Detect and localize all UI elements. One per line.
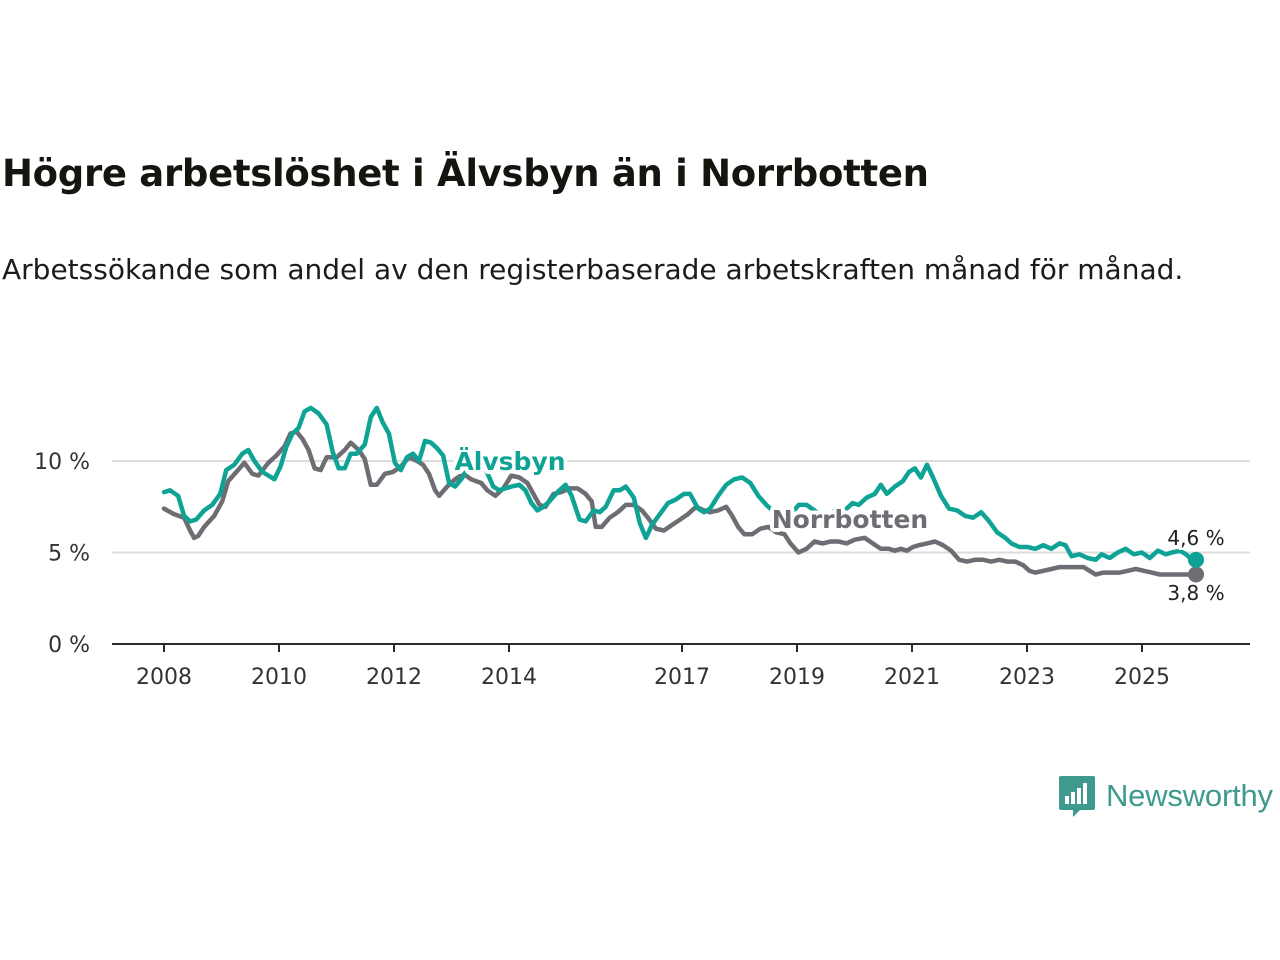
end-value-label: 3,8 % [1167,581,1224,605]
x-tick-label: 2025 [1114,665,1170,690]
x-tick-label: 2023 [999,665,1055,690]
brand-name: Newsworthy [1106,778,1273,813]
chart-subtitle: Arbetssökande som andel av den registerb… [2,253,1184,286]
series-line-älvsbyn [161,405,1199,563]
series-lines [161,405,1204,583]
x-tick-label: 2021 [884,665,940,690]
grid-lines [112,460,1250,554]
x-tick-label: 2014 [481,665,537,690]
x-tick-label: 2008 [136,665,192,690]
series-label: Älvsbyn [454,446,565,476]
chart-title: Högre arbetslöshet i Älvsbyn än i Norrbo… [2,152,929,195]
x-tick-label: 2019 [769,665,825,690]
x-tick-label: 2010 [251,665,307,690]
x-tick-label: 2017 [654,665,710,690]
x-tick-label: 2012 [366,665,422,690]
series-end-marker [1188,566,1204,583]
end-value-label: 4,6 % [1167,526,1224,550]
series-line-norrbotten [161,429,1199,577]
series-labels: Norrbotten Älvsbyn 3,8 % 4,6 % [450,442,1227,608]
y-tick-label: 5 % [48,542,90,567]
y-tick-label: 10 % [34,450,90,475]
series-label: Norrbotten [772,505,928,534]
newsworthy-logo: Newsworthy [1058,774,1273,818]
series-end-marker [1188,551,1204,568]
y-tick-label: 0 % [48,633,90,658]
axes: 0 % 5 % 10 % 2008 2010 2012 2014 2017 2019 2021 20… [34,450,1250,690]
newsworthy-bar-chart-icon [1059,776,1095,817]
